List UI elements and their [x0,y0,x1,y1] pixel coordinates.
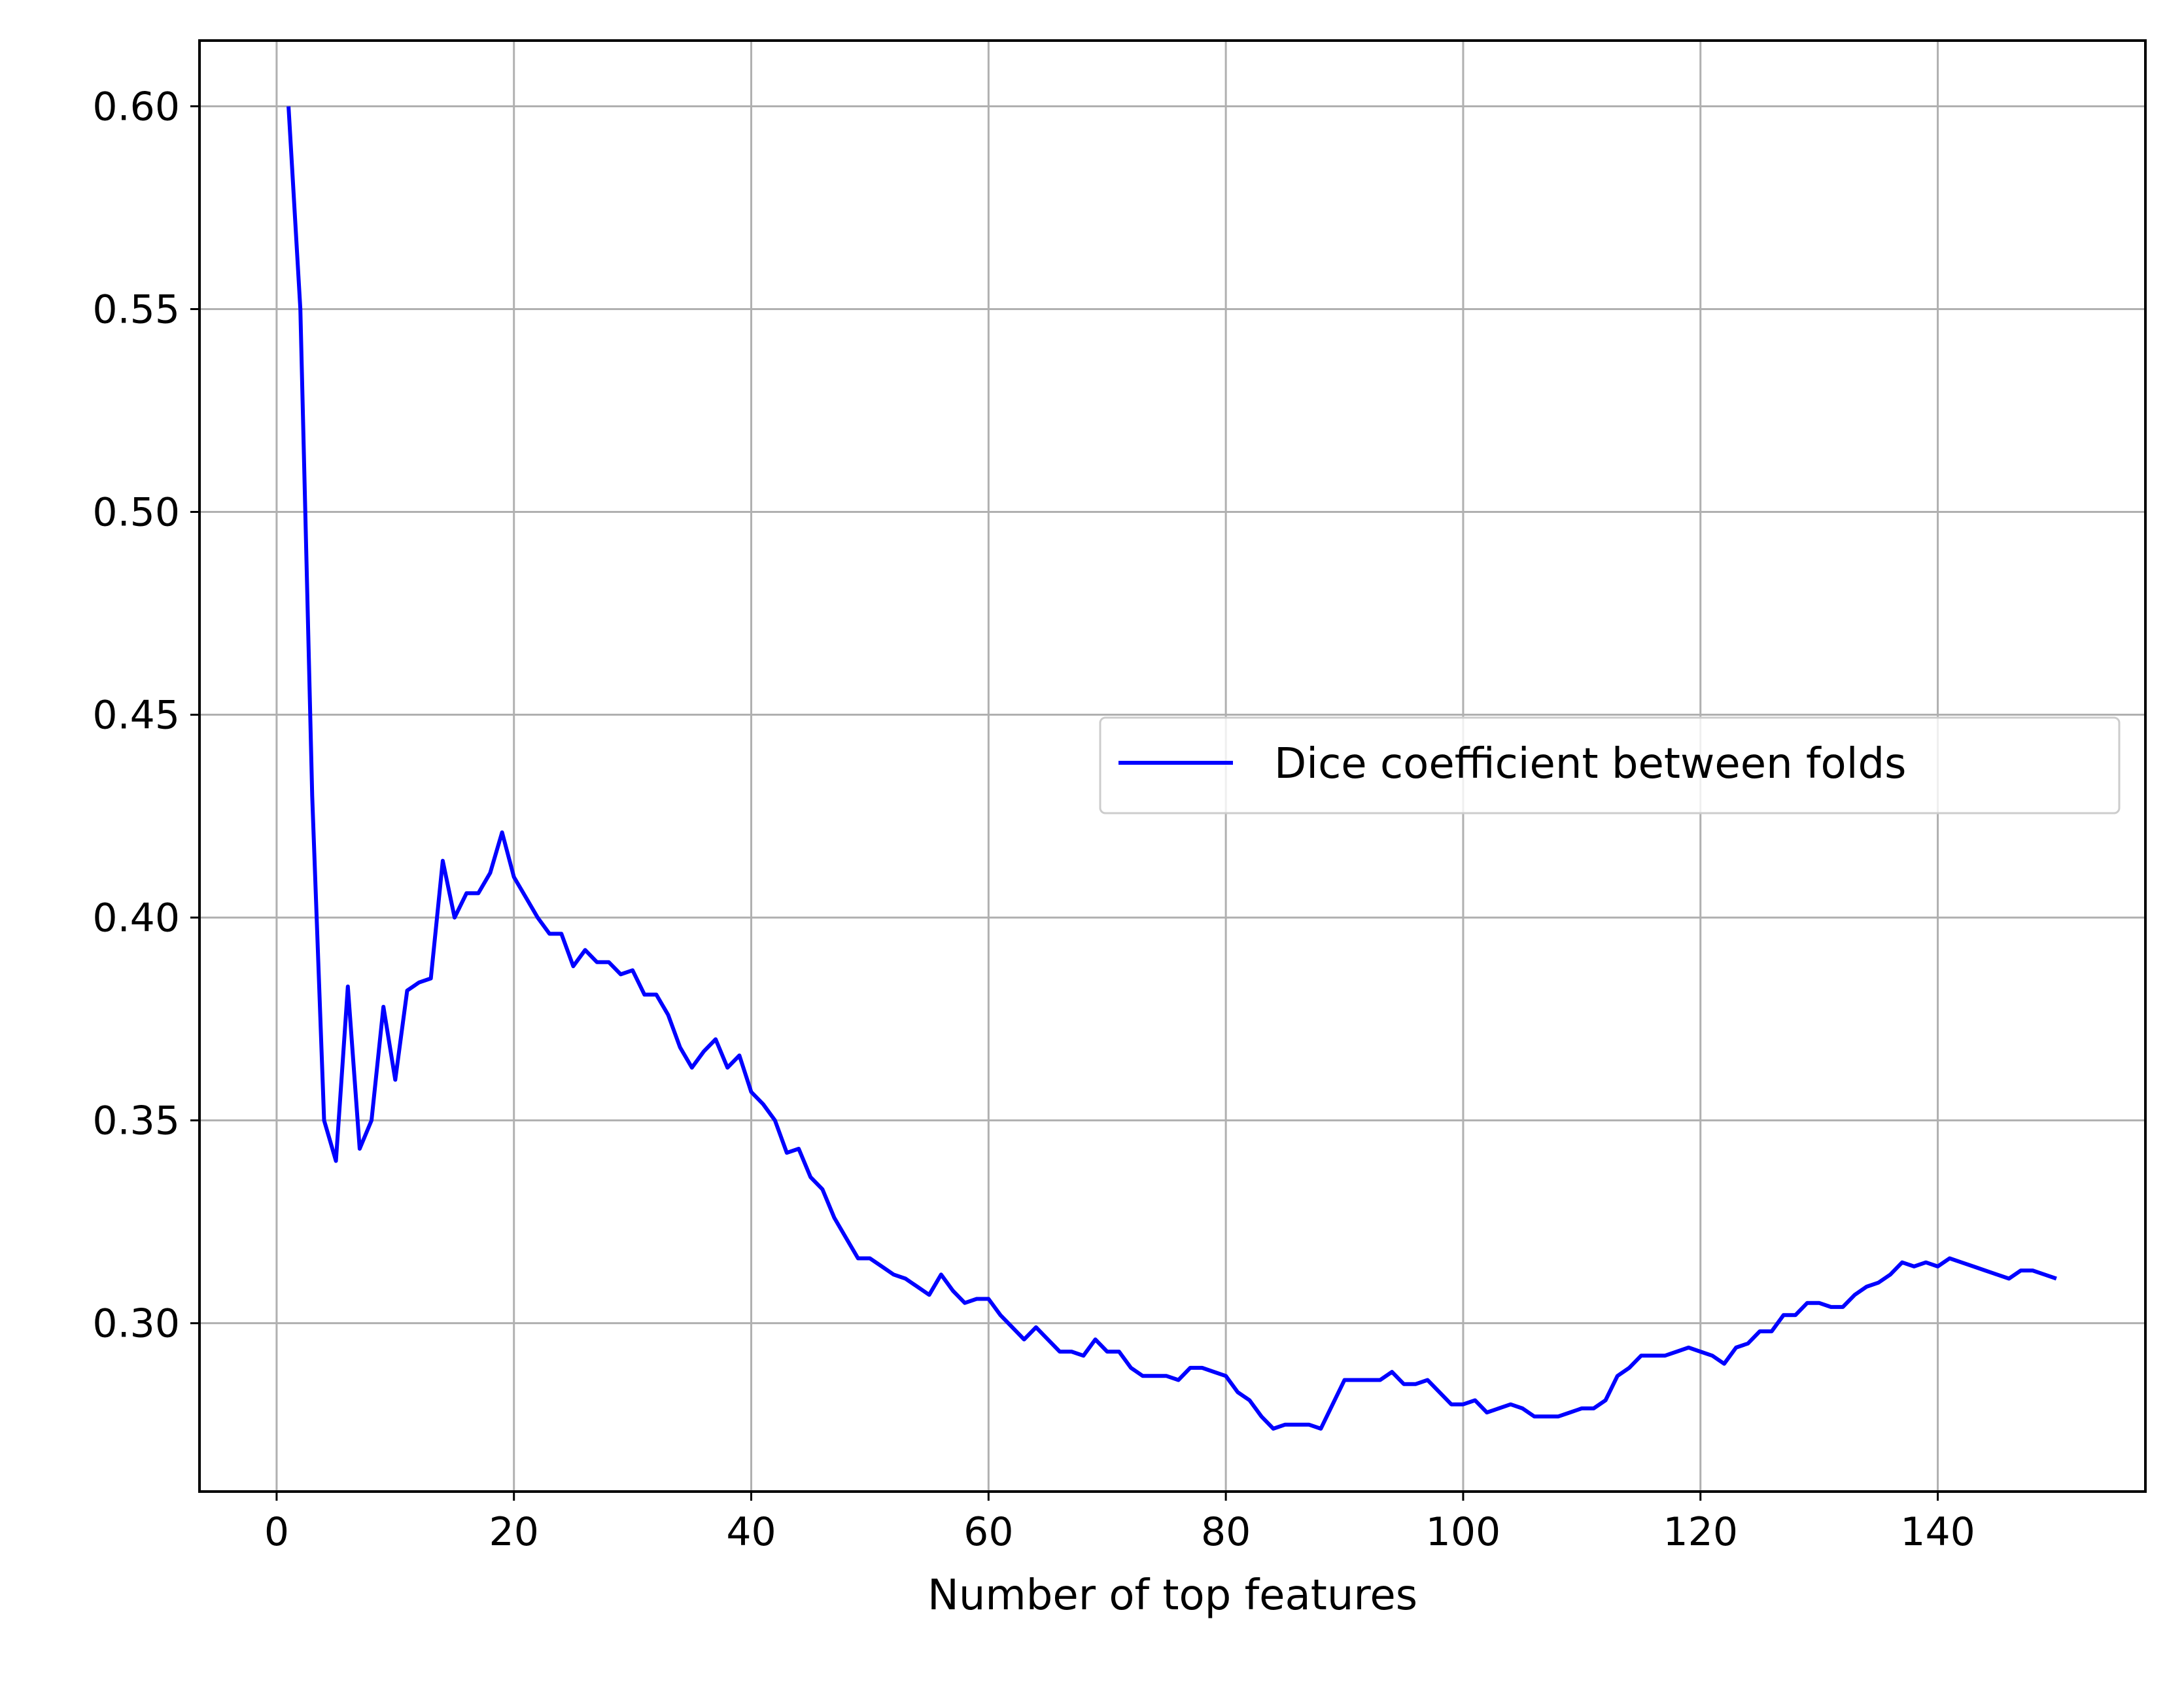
y-tick-label: 0.30 [92,1301,180,1347]
series-line [286,106,2057,1431]
x-tick-label: 80 [1201,1509,1251,1555]
plot-frame [198,39,2147,1493]
y-tick-label: 0.55 [92,287,180,332]
x-tick-label: 120 [1663,1509,1738,1555]
y-tick-label: 0.40 [92,896,180,941]
y-tick-label: 0.50 [92,490,180,536]
y-tick-label: 0.35 [92,1098,180,1144]
y-tick-label: 0.45 [92,693,180,739]
x-tick-label: 40 [726,1509,776,1555]
legend-series-label: Dice coefficient between folds [1274,740,1906,788]
x-axis-label: Number of top features [927,1571,1417,1620]
legend-box [1099,716,2121,814]
x-tick-label: 100 [1426,1509,1501,1555]
x-tick-label: 0 [264,1509,289,1555]
series-layer [286,106,2057,1431]
ticks: 0 20 40 60 80 100 120 140 0.30 0.35 0.40 0.45 0.50 0.… [92,84,1975,1555]
x-tick-label: 60 [963,1509,1013,1555]
x-tick-label: 140 [1900,1509,1975,1555]
legend: Dice coefficient between folds [1099,716,2121,814]
y-tick-label: 0.60 [92,84,180,130]
x-tick-label: 20 [489,1509,539,1555]
